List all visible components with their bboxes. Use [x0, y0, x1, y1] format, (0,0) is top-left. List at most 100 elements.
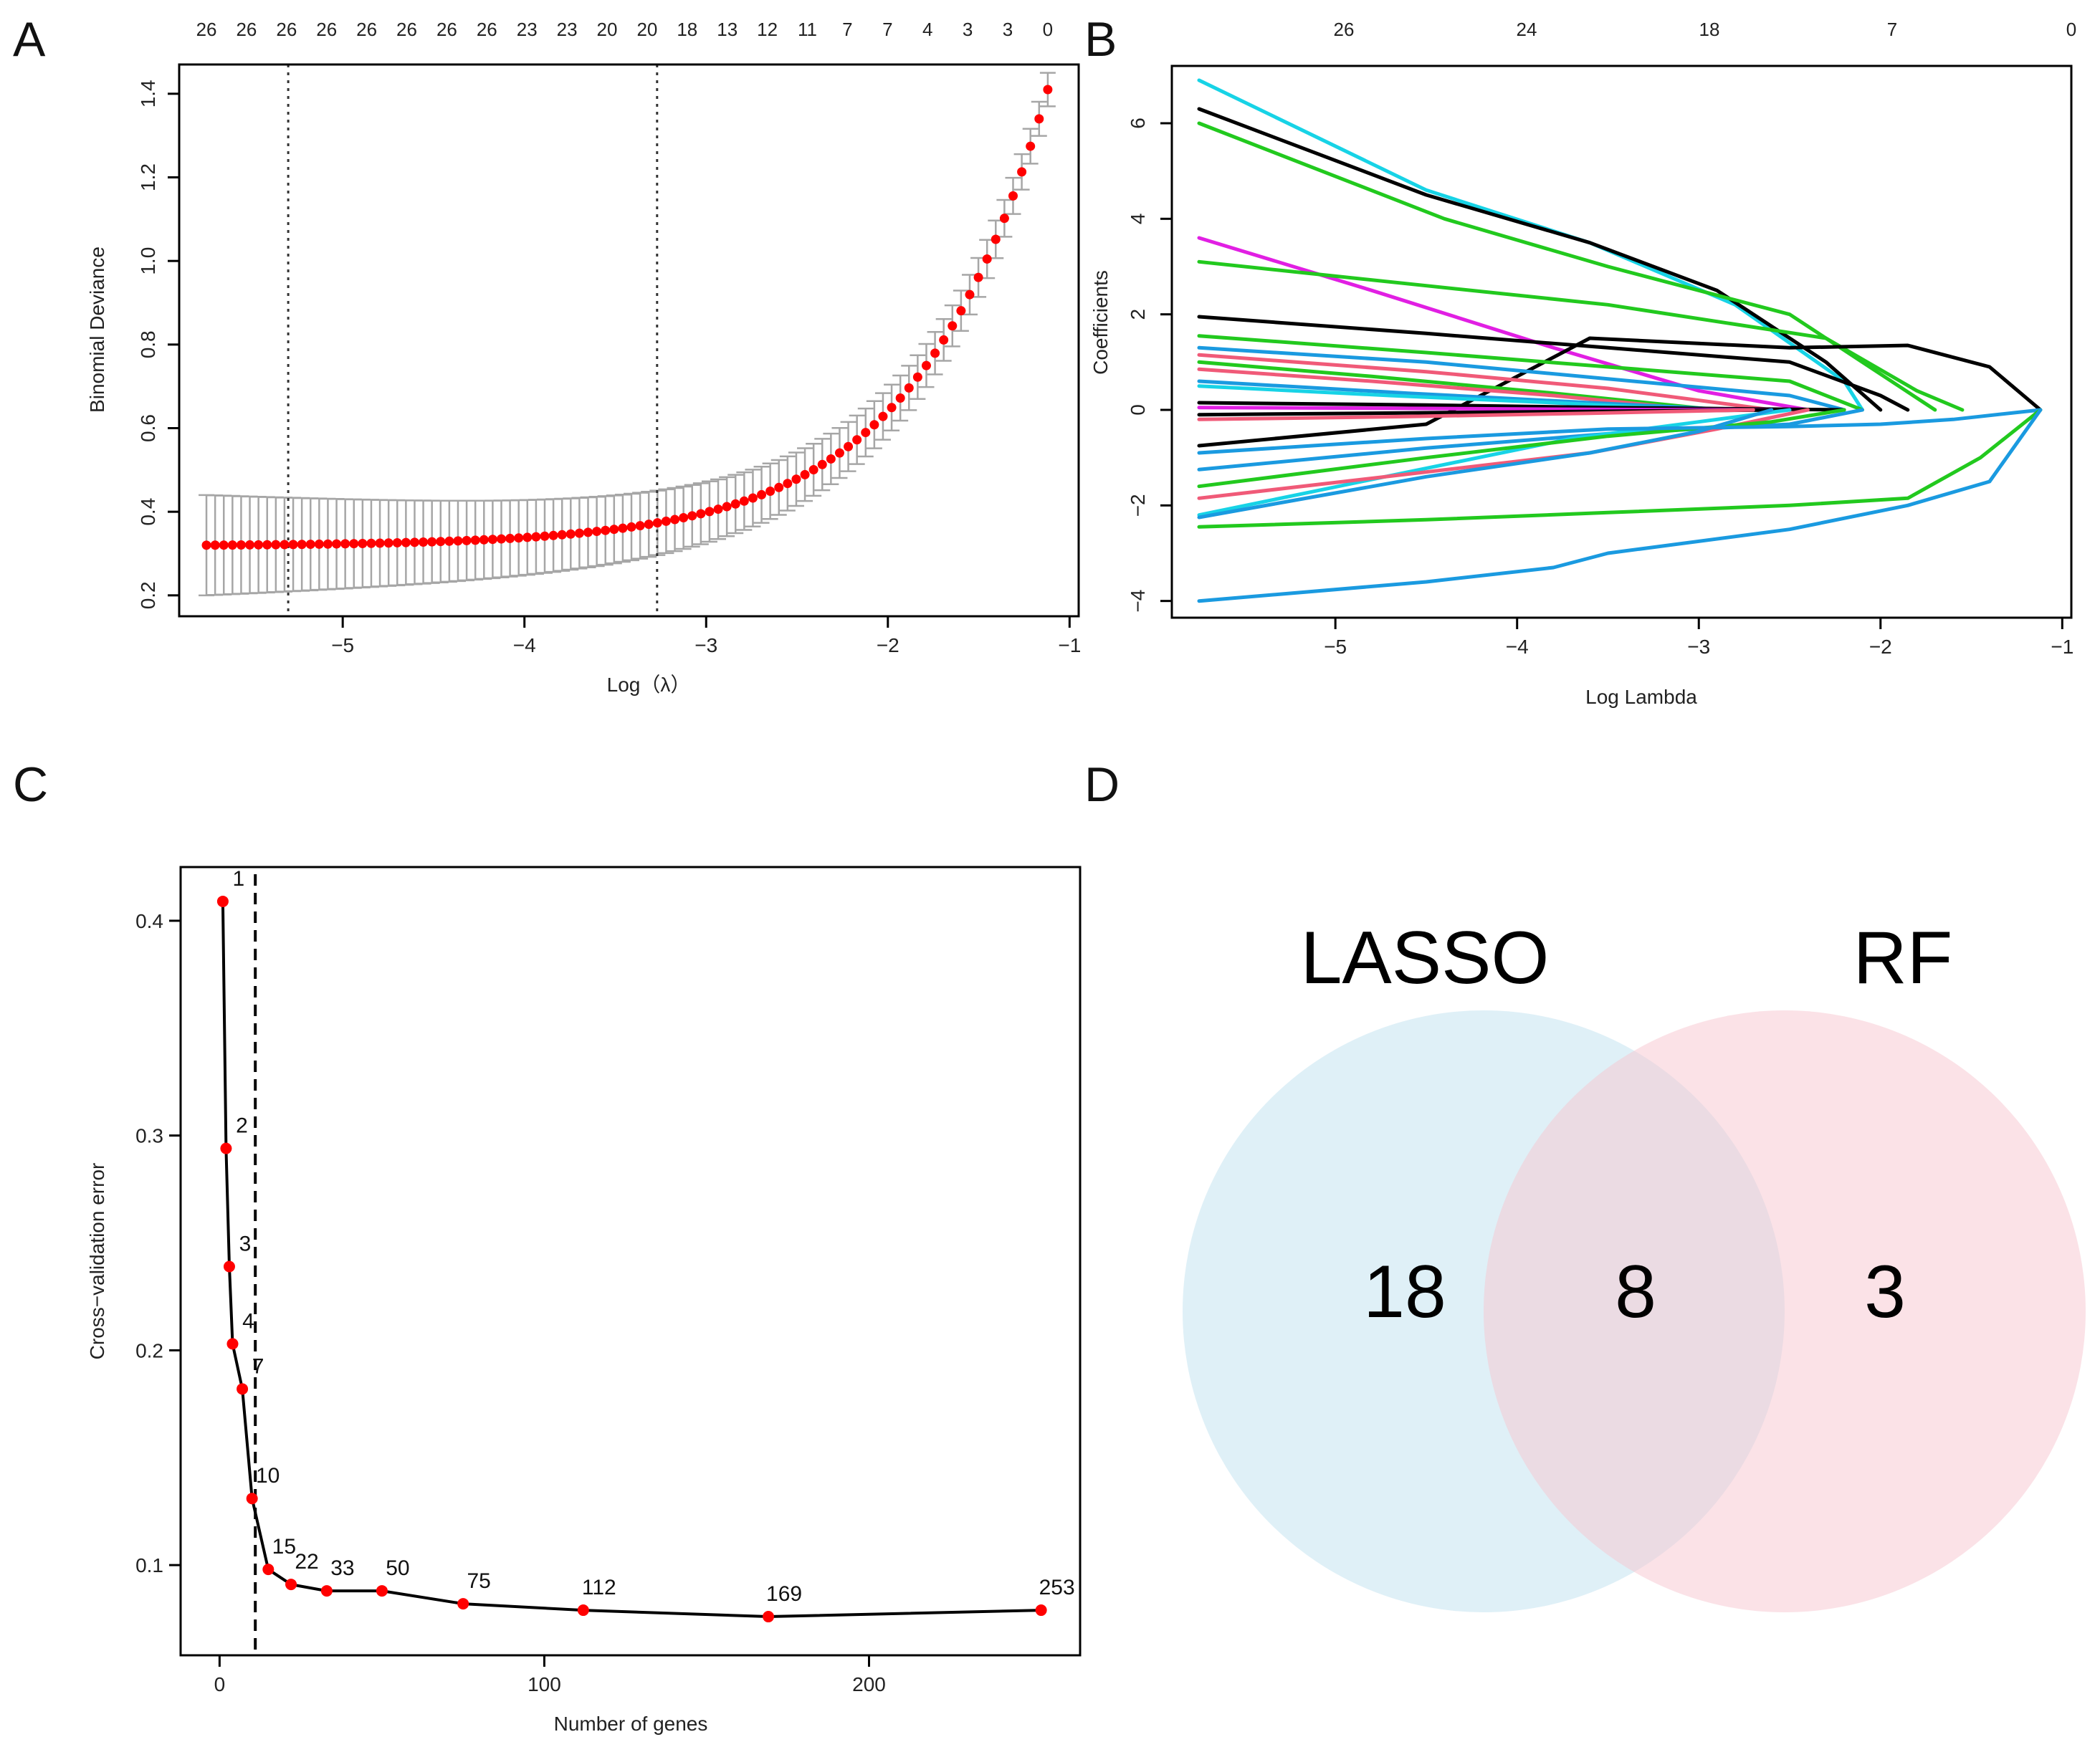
panel-b-y-axis-title: Coefficients — [1089, 270, 1112, 375]
top-count-label: 3 — [963, 19, 973, 40]
deviance-point — [496, 534, 506, 544]
cv-point-label: 169 — [766, 1582, 802, 1606]
deviance-point — [210, 540, 220, 550]
venn-label-rf: RF — [1853, 917, 1953, 1000]
deviance-point — [652, 518, 662, 528]
coefficient-path — [1197, 360, 1719, 412]
cv-point-label: 253 — [1039, 1576, 1075, 1599]
cv-error-point — [262, 1564, 275, 1576]
deviance-point — [548, 530, 558, 540]
deviance-point — [1026, 141, 1036, 151]
top-count-label: 26 — [356, 19, 377, 40]
cv-point-label: 33 — [330, 1556, 354, 1580]
cv-error-point — [457, 1598, 469, 1610]
panel-c-letter: C — [13, 757, 48, 812]
deviance-point — [930, 348, 940, 358]
y-tick-label: 0.6 — [137, 414, 159, 442]
top-count-label: 24 — [1517, 19, 1537, 40]
deviance-point — [574, 528, 584, 538]
deviance-point — [808, 465, 818, 475]
coefficient-path — [1197, 259, 1965, 412]
deviance-point — [999, 214, 1009, 224]
panel-a-letter: A — [13, 12, 46, 67]
panel-b-y-axis: −4 −2 0 2 4 6 — [1127, 118, 1172, 613]
deviance-point — [844, 441, 854, 451]
cv-error-point — [320, 1585, 333, 1597]
panel-b-plot-area — [1197, 78, 2043, 603]
top-count-label: 12 — [757, 19, 778, 40]
y-tick-label: 0.2 — [137, 581, 159, 609]
deviance-point — [470, 535, 480, 545]
deviance-point — [609, 525, 619, 535]
deviance-point — [895, 393, 905, 403]
cv-point-label: 2 — [236, 1114, 248, 1138]
top-count-label: 26 — [1334, 19, 1355, 40]
top-count-label: 26 — [477, 19, 497, 40]
y-tick-label: 0.1 — [135, 1554, 163, 1576]
y-tick-label: 0.4 — [137, 498, 159, 526]
y-tick-label: −4 — [1127, 590, 1149, 613]
top-count-label: 13 — [717, 19, 738, 40]
top-count-label: 26 — [276, 19, 297, 40]
deviance-point — [618, 523, 628, 533]
deviance-point — [730, 499, 740, 509]
deviance-point — [254, 540, 264, 550]
cv-point-label: 4 — [242, 1309, 254, 1333]
deviance-point — [713, 504, 723, 515]
panel-c-x-axis: 0 100 200 — [214, 1655, 886, 1695]
deviance-point — [861, 428, 871, 438]
x-tick-label: −4 — [1506, 636, 1529, 658]
deviance-point — [800, 469, 810, 479]
deviance-point — [939, 335, 949, 345]
deviance-point — [366, 538, 376, 548]
panel-c-y-axis-title: Cross−validation error — [86, 1163, 108, 1360]
deviance-point — [427, 537, 437, 547]
coefficient-path — [1197, 78, 1864, 412]
deviance-point — [887, 403, 897, 413]
deviance-point — [791, 474, 801, 484]
deviance-point — [826, 454, 836, 464]
deviance-point — [765, 487, 775, 497]
cv-point-label: 50 — [386, 1556, 409, 1580]
x-tick-label: −4 — [513, 634, 536, 656]
y-tick-label: 0.2 — [135, 1339, 163, 1361]
deviance-point — [626, 522, 636, 532]
coefficient-path — [1197, 408, 1792, 517]
panel-a-plot-area — [199, 64, 1056, 616]
deviance-point — [644, 520, 654, 530]
y-tick-label: 0.8 — [137, 330, 159, 358]
deviance-point — [965, 289, 975, 300]
panel-a-x-axis-title: Log（λ） — [607, 674, 691, 696]
deviance-point — [912, 372, 922, 382]
x-tick-label: −2 — [1869, 636, 1892, 658]
coefficient-path — [1197, 336, 2043, 448]
deviance-point — [505, 533, 515, 543]
deviance-point — [314, 539, 324, 549]
coefficient-path — [1197, 107, 1883, 412]
deviance-point — [514, 533, 524, 543]
x-tick-label: 0 — [214, 1673, 226, 1695]
deviance-point — [262, 540, 272, 550]
deviance-point — [540, 531, 550, 541]
y-tick-label: 1.4 — [137, 80, 159, 107]
cv-point-label: 10 — [256, 1464, 280, 1488]
deviance-point — [565, 529, 576, 539]
deviance-point — [349, 539, 359, 549]
top-count-label: 26 — [236, 19, 257, 40]
coefficient-path — [1197, 408, 1846, 489]
top-count-label: 0 — [2066, 19, 2076, 40]
deviance-point — [245, 540, 255, 550]
venn-label-lasso: LASSO — [1301, 917, 1550, 1000]
y-tick-label: 1.0 — [137, 247, 159, 275]
coefficient-path — [1197, 408, 1755, 421]
deviance-point — [487, 535, 497, 545]
x-tick-label: −3 — [695, 634, 717, 656]
cv-point-label: 7 — [252, 1354, 264, 1378]
deviance-point — [956, 306, 966, 316]
panel-b-x-axis: −5 −4 −3 −2 −1 — [1324, 618, 2073, 658]
deviance-point — [383, 538, 393, 548]
cv-point-label: 15 — [272, 1535, 296, 1559]
deviance-point — [288, 540, 298, 550]
x-tick-label: −2 — [877, 634, 899, 656]
